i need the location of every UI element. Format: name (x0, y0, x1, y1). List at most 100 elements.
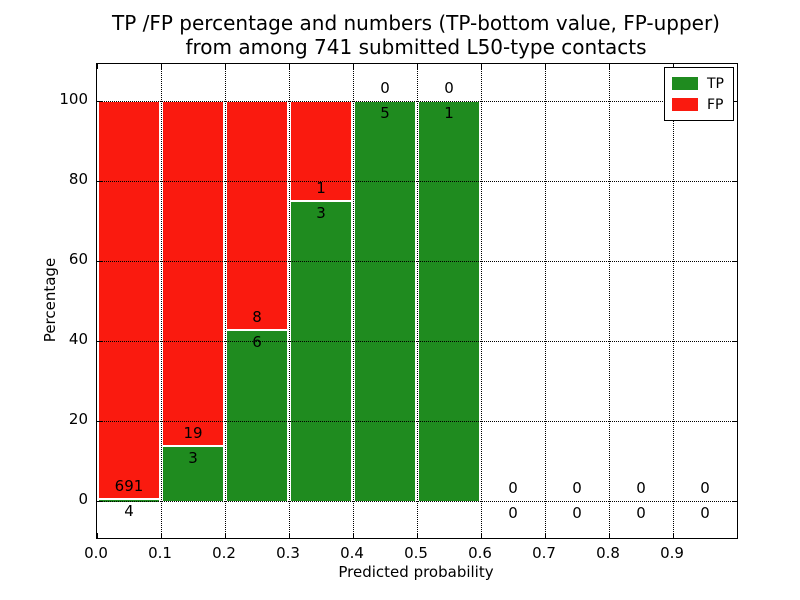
gridline-vertical (545, 64, 546, 538)
x-tick-mark (545, 64, 546, 69)
gridline-horizontal (97, 181, 737, 182)
tp-count-label: 5 (380, 104, 390, 122)
x-tick-mark (609, 64, 610, 69)
x-tick-mark (481, 533, 482, 538)
x-axis-label: Predicted probability (338, 563, 494, 581)
fp-legend-swatch (672, 98, 698, 111)
gridline-vertical (161, 64, 162, 538)
y-tick-label: 20 (68, 410, 88, 428)
fp-legend-label: FP (707, 96, 724, 113)
bar-segment-tp (417, 101, 481, 501)
gridline-horizontal (97, 421, 737, 422)
x-tick-mark (673, 64, 674, 69)
legend-item-fp: FP (672, 94, 724, 115)
x-tick-mark (353, 533, 354, 538)
x-tick-mark (225, 533, 226, 538)
y-tick-mark (97, 421, 102, 422)
bar-segment-tp (161, 446, 225, 501)
y-tick-mark (97, 501, 102, 502)
bar-segment-tp (225, 329, 289, 501)
tp-count-label: 3 (188, 449, 198, 468)
x-tick-mark (97, 533, 98, 538)
x-tick-label: 0.4 (340, 544, 364, 562)
tp-legend-label: TP (707, 75, 724, 92)
x-tick-mark (481, 64, 482, 69)
bar-segment-tp (97, 498, 161, 502)
fp-count-label: 0 (636, 479, 646, 497)
gridline-vertical (673, 64, 674, 538)
bar-segment-tp (289, 201, 353, 501)
gridline-horizontal (97, 261, 737, 262)
bar-segment-fp (225, 101, 289, 330)
x-tick-mark (225, 64, 226, 69)
fp-count-label: 0 (444, 79, 454, 97)
gridline-vertical (417, 64, 418, 538)
bar-segment-fp (161, 101, 225, 447)
fp-count-label: 0 (508, 479, 518, 497)
y-tick-label: 40 (68, 330, 88, 348)
x-tick-label: 0.1 (148, 544, 172, 562)
x-tick-mark (289, 64, 290, 69)
tp-legend-swatch (672, 77, 698, 90)
x-tick-label: 0.7 (532, 544, 556, 562)
y-tick-label: 0 (78, 490, 88, 508)
fp-count-label: 0 (572, 479, 582, 497)
gridline-horizontal (97, 341, 737, 342)
y-tick-mark (97, 181, 102, 182)
legend: TP FP (664, 67, 734, 121)
fp-count-label: 8 (252, 307, 262, 326)
x-tick-mark (545, 533, 546, 538)
y-tick-mark (732, 341, 737, 342)
x-tick-label: 0.2 (212, 544, 236, 562)
tp-count-label: 0 (508, 504, 518, 522)
chart-title-line2: from among 741 submitted L50-type contac… (185, 35, 647, 60)
tp-count-label: 0 (636, 504, 646, 522)
y-tick-mark (97, 261, 102, 262)
x-tick-mark (673, 533, 674, 538)
bar-segment-fp (97, 101, 161, 499)
x-tick-mark (417, 533, 418, 538)
gridline-vertical (609, 64, 610, 538)
tp-count-label: 0 (572, 504, 582, 522)
fp-count-label: 691 (114, 476, 144, 495)
x-tick-mark (289, 533, 290, 538)
y-tick-mark (732, 421, 737, 422)
y-tick-mark (732, 501, 737, 502)
x-tick-label: 0.5 (404, 544, 428, 562)
y-tick-mark (732, 181, 737, 182)
tp-count-label: 3 (316, 204, 326, 222)
gridline-vertical (225, 64, 226, 538)
x-tick-mark (97, 64, 98, 69)
x-tick-mark (353, 64, 354, 69)
y-tick-mark (732, 101, 737, 102)
x-tick-label: 0.3 (276, 544, 300, 562)
chart-title-line1: TP /FP percentage and numbers (TP-bottom… (112, 11, 720, 35)
gridline-horizontal (97, 501, 737, 502)
tp-count-label: 0 (700, 504, 710, 522)
gridline-vertical (481, 64, 482, 538)
x-tick-label: 0.9 (660, 544, 684, 562)
legend-item-tp: TP (672, 73, 724, 94)
plot-area: TP FP 691 4 19 3 8 6 1 3 0 5 0 1 0 0 0 0 0 0 0 0 (96, 63, 738, 539)
x-tick-mark (609, 533, 610, 538)
fp-count-label: 19 (183, 424, 203, 443)
y-tick-label: 100 (59, 90, 88, 108)
tp-count-label: 4 (124, 501, 134, 520)
y-tick-mark (97, 101, 102, 102)
gridline-vertical (353, 64, 354, 538)
x-tick-label: 0.8 (596, 544, 620, 562)
y-tick-mark (97, 341, 102, 342)
fp-count-label: 0 (380, 79, 390, 97)
y-tick-mark (732, 261, 737, 262)
tp-count-label: 6 (252, 332, 262, 351)
y-tick-label: 80 (68, 170, 88, 188)
x-tick-mark (161, 533, 162, 538)
y-tick-label: 60 (68, 250, 88, 268)
fp-count-label: 0 (700, 479, 710, 497)
x-tick-label: 0.0 (84, 544, 108, 562)
chart-title: TP /FP percentage and numbers (TP-bottom… (96, 11, 736, 60)
tp-count-label: 1 (444, 104, 454, 122)
fp-count-label: 1 (316, 179, 326, 197)
gridline-horizontal (97, 101, 737, 102)
